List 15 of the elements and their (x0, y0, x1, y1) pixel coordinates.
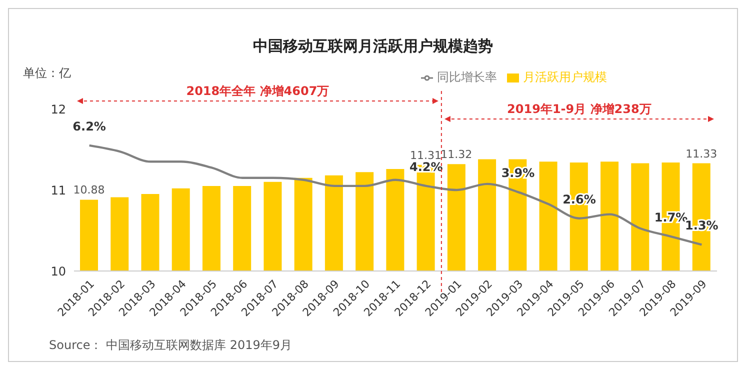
chart-title: 中国移动互联网月活跃用户规模趋势 (252, 37, 494, 56)
y-tick-label: 10 (50, 264, 66, 278)
legend-label: 月活跃用户规模 (523, 70, 607, 84)
data-label: 10.88 (73, 184, 105, 197)
data-label: 11.31 (410, 148, 442, 162)
annotation: 2019年1-9月 净增238万 (507, 102, 652, 116)
data-label: 11.32 (440, 148, 472, 162)
y-tick-label: 11 (50, 183, 66, 198)
legend-label: 同比增长率 (437, 70, 497, 84)
data-label: 11.33 (686, 147, 718, 160)
y-tick-label: 12 (50, 102, 66, 116)
text: 单位：亿 (23, 65, 71, 82)
source-note: Source： 中国移动互联网数据库 2019年9月 (49, 337, 292, 354)
text: 2018年全年 净增4607万 (186, 84, 330, 98)
data-label: 6.2% (72, 119, 106, 134)
